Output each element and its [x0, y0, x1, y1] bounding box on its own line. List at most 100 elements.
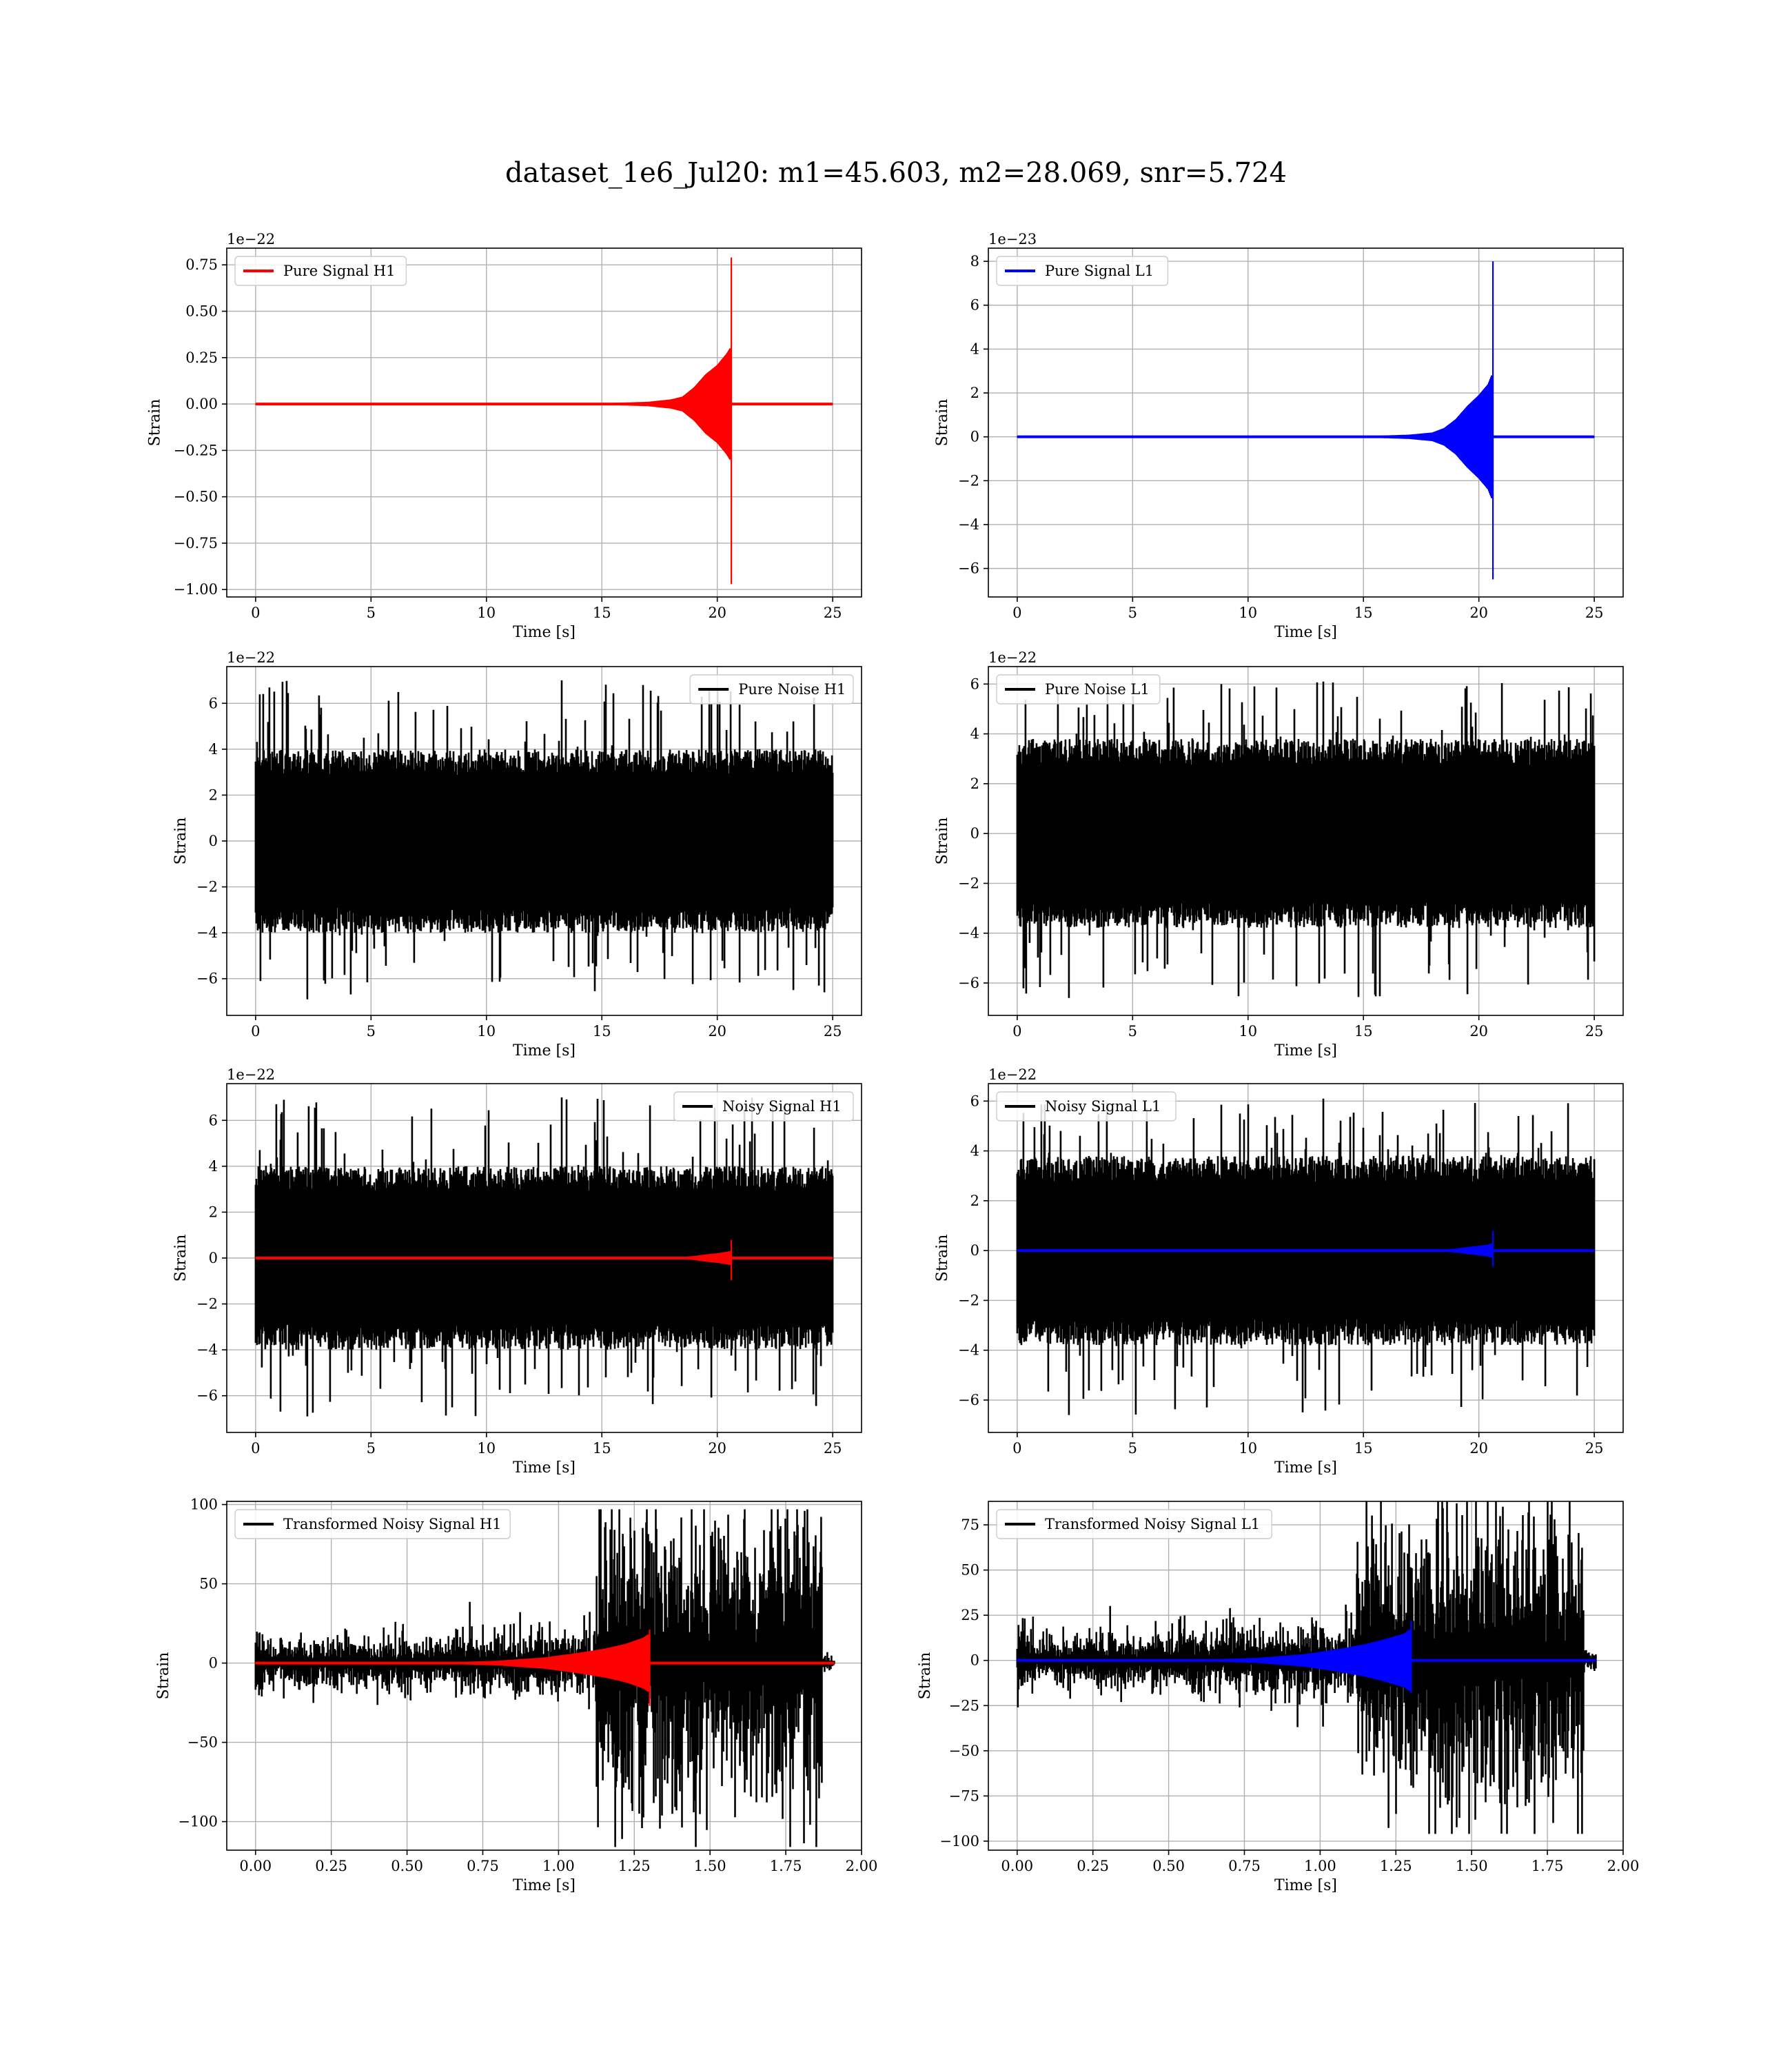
x-tick-label: 25 — [824, 1023, 842, 1040]
axes-frame — [988, 247, 1624, 598]
plot-area — [254, 1509, 835, 1847]
y-tick-label: 75 — [961, 1517, 979, 1533]
axes-frame — [988, 1501, 1624, 1851]
plot-area — [1016, 1501, 1597, 1834]
x-tick-label: 0 — [1012, 1023, 1021, 1040]
x-tick-label: 0.50 — [1152, 1858, 1185, 1874]
legend-label: Pure Signal H1 — [283, 263, 395, 279]
y-tick-label: 0 — [970, 429, 979, 445]
y-axis-label: Strain — [934, 399, 951, 447]
legend: Pure Signal L1 — [996, 256, 1169, 286]
x-tick-label: 15 — [1354, 1023, 1373, 1040]
x-tick-label: 1.00 — [542, 1858, 575, 1874]
x-tick-label: 1.75 — [770, 1858, 802, 1874]
x-tick-label: 20 — [1469, 1023, 1488, 1040]
legend-label: Pure Noise L1 — [1045, 681, 1150, 698]
y-tick-label: −2 — [958, 472, 979, 489]
y-tick-label: 0 — [209, 1250, 218, 1266]
legend-box — [234, 1509, 511, 1539]
plot-area — [254, 257, 834, 585]
legend-box — [996, 256, 1169, 286]
x-tick-label: 10 — [477, 605, 496, 621]
x-tick-label: 5 — [1128, 1023, 1137, 1040]
y-tick-label: −6 — [196, 971, 218, 987]
x-tick-label: 5 — [1128, 605, 1137, 621]
x-axis-label: Time [s] — [513, 1459, 576, 1477]
legend: Noisy Signal L1 — [996, 1091, 1177, 1122]
legend-label: Noisy Signal L1 — [1045, 1098, 1161, 1115]
x-tick-label: 15 — [1354, 605, 1373, 621]
x-tick-label: 0.00 — [1001, 1858, 1033, 1874]
subplot-pure-signal-l1: 0 5 10 15 20 25 −6 −4 −2 0 2 4 6 8 Time [s] Strain 1e−23… — [934, 231, 1624, 641]
legend: Pure Noise L1 — [996, 674, 1161, 704]
x-tick-label: 0.75 — [467, 1858, 499, 1874]
legend-box — [673, 1091, 854, 1122]
y-offset-text: 1e−23 — [988, 231, 1037, 247]
x-tick-label: 10 — [477, 1440, 496, 1457]
y-tick-label: 2 — [970, 1193, 979, 1209]
y-axis-label: Strain — [934, 1235, 951, 1282]
y-tick-label: 0 — [209, 833, 218, 849]
legend: Pure Noise H1 — [689, 674, 854, 704]
legend-box — [996, 1091, 1177, 1122]
x-tick-label: 2.00 — [846, 1858, 878, 1874]
axes-frame — [226, 1501, 862, 1851]
y-tick-label: 0 — [970, 1652, 979, 1669]
x-tick-label: 15 — [593, 1023, 611, 1040]
plot-area — [254, 680, 834, 1000]
legend-label: Noisy Signal H1 — [722, 1098, 842, 1115]
x-tick-label: 1.25 — [1380, 1858, 1412, 1874]
legend: Transformed Noisy Signal L1 — [996, 1509, 1272, 1539]
y-tick-label: 4 — [970, 1143, 979, 1159]
legend-label: Transformed Noisy Signal L1 — [1045, 1516, 1260, 1532]
x-tick-label: 0 — [1012, 605, 1021, 621]
y-offset-text: 1e−22 — [988, 1066, 1037, 1083]
x-tick-label: 20 — [1469, 1440, 1488, 1457]
y-tick-label: −6 — [958, 1392, 979, 1408]
y-offset-text: 1e−22 — [227, 649, 275, 666]
series-pure-signal-h1 — [254, 257, 834, 585]
x-tick-label: 1.00 — [1304, 1858, 1336, 1874]
x-tick-label: 15 — [593, 605, 611, 621]
x-tick-label: 0.25 — [315, 1858, 347, 1874]
y-tick-label: −2 — [196, 1296, 218, 1312]
legend: Noisy Signal H1 — [673, 1091, 854, 1122]
x-tick-label: 5 — [367, 605, 376, 621]
y-tick-label: −2 — [958, 875, 979, 891]
y-tick-label: −2 — [196, 879, 218, 895]
y-tick-label: 8 — [970, 253, 979, 270]
x-tick-label: 15 — [1354, 1440, 1373, 1457]
x-tick-label: 10 — [1239, 605, 1257, 621]
x-tick-label: 2.00 — [1607, 1858, 1640, 1874]
x-axis-label: Time [s] — [1274, 1459, 1337, 1477]
x-tick-label: 5 — [1128, 1440, 1137, 1457]
x-tick-label: 20 — [708, 1023, 726, 1040]
x-tick-label: 0 — [251, 1440, 260, 1457]
x-tick-label: 25 — [1585, 605, 1604, 621]
x-axis-label: Time [s] — [1274, 624, 1337, 641]
y-tick-label: 4 — [209, 1158, 218, 1175]
x-axis-label: Time [s] — [513, 1877, 576, 1894]
y-tick-label: 0.75 — [185, 256, 218, 273]
y-tick-label: −6 — [196, 1388, 218, 1404]
y-tick-label: −6 — [958, 975, 979, 991]
y-tick-label: −4 — [958, 516, 979, 533]
y-tick-label: 6 — [970, 1093, 979, 1109]
x-tick-label: 10 — [477, 1023, 496, 1040]
y-axis-label: Strain — [172, 818, 190, 865]
x-tick-label: 20 — [708, 1440, 726, 1457]
y-tick-label: 0 — [970, 825, 979, 842]
legend-box — [996, 1509, 1272, 1539]
plot-area — [1016, 261, 1596, 580]
legend-box — [234, 256, 407, 286]
x-axis-label: Time [s] — [513, 1042, 576, 1060]
plot-area — [1016, 681, 1596, 998]
y-tick-label: 50 — [199, 1576, 218, 1592]
plot-area — [1016, 1098, 1596, 1415]
y-axis-label: Strain — [147, 399, 164, 447]
y-tick-label: −100 — [939, 1833, 979, 1849]
legend-box — [689, 674, 854, 704]
x-tick-label: 0.75 — [1228, 1858, 1261, 1874]
x-tick-label: 10 — [1239, 1440, 1257, 1457]
subplot-noisy-signal-h1: 0 5 10 15 20 25 −6 −4 −2 0 2 4 6 Time [s] Strain 1e−22 N… — [172, 1066, 862, 1477]
